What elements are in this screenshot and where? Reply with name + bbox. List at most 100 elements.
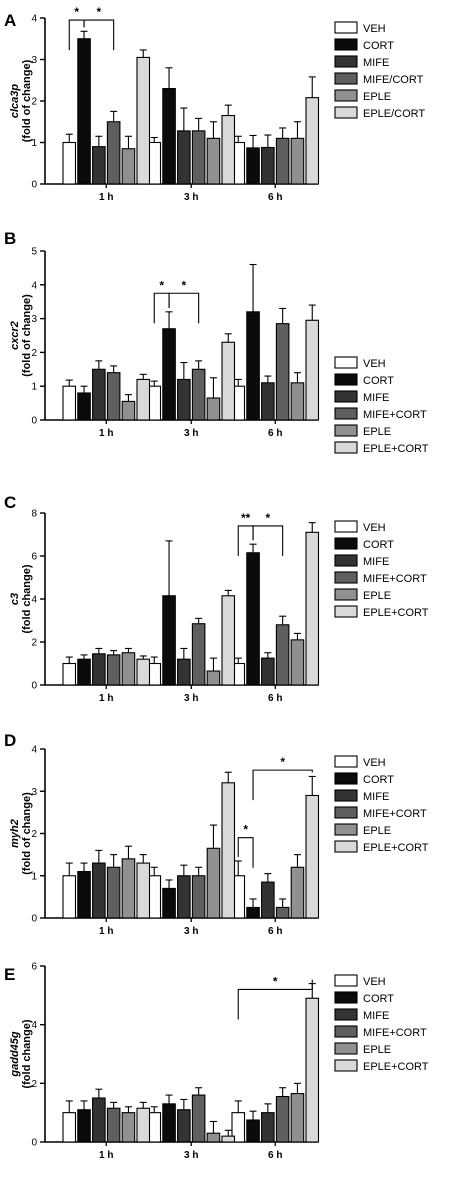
- panel-e-significance-bracket: [237, 979, 313, 1020]
- panel-e-bar: [221, 1135, 236, 1143]
- panel-a-legend-label: CORT: [363, 40, 394, 52]
- panel-c-legend-label: EPLE: [363, 590, 391, 602]
- panel-c-bar: [275, 624, 290, 686]
- panel-b-ytick-label: 0: [31, 416, 37, 427]
- panel-e-category-label: 3 h: [184, 1150, 198, 1161]
- panel-a-category-label: 3 h: [184, 192, 198, 203]
- panel-b-category-label: 3 h: [184, 428, 198, 439]
- panel-e-bar: [62, 1112, 77, 1143]
- panel-a-bar: [206, 137, 221, 185]
- panel-d-bar: [106, 866, 121, 919]
- panel-b-significance-label: *: [182, 278, 187, 292]
- panel-e-bar: [261, 1112, 275, 1143]
- panel-c-bar: [62, 662, 77, 686]
- panel-b-legend-label: VEH: [363, 358, 386, 370]
- panel-e-category-label: 6 h: [268, 1150, 282, 1161]
- panel-b-ylabel-unit: (fold of change): [21, 294, 33, 377]
- panel-e-legend-swatch: [334, 1008, 358, 1021]
- panel-d-legend-label: MIFE: [363, 791, 389, 803]
- panel-e-legend-swatch: [334, 991, 358, 1004]
- panel-d-significance-bracket: [237, 837, 254, 868]
- panel-d-bar: [261, 881, 275, 919]
- panel-c-ytick-label: 4: [31, 595, 37, 606]
- panel-d-bar: [136, 862, 151, 919]
- panel-c-bar: [221, 595, 236, 686]
- panel-b-bar: [136, 378, 151, 421]
- panel-a-bar: [121, 148, 136, 185]
- panel-a-legend-swatch: [334, 106, 358, 119]
- panel-a-ytick-label: 1: [31, 138, 37, 149]
- panel-e-legend-label: MIFE+CORT: [363, 1027, 427, 1039]
- panel-d-letter: D: [4, 731, 16, 750]
- panel-d-legend-swatch: [334, 755, 358, 768]
- panel-c-bar: [261, 657, 275, 686]
- panel-e-bar: [77, 1109, 91, 1143]
- panel-b-bar: [246, 311, 260, 421]
- panel-b-legend-label: MIFE+CORT: [363, 409, 427, 421]
- panel-b-bar: [177, 378, 191, 421]
- panel-c-ytick-label: 8: [31, 509, 37, 520]
- panel-c-ytick-label: 2: [31, 638, 37, 649]
- panel-e-category-label: 1 h: [99, 1150, 113, 1161]
- panel-c-ytick-label: 0: [31, 681, 37, 692]
- panel-b-legend-swatch: [334, 373, 358, 386]
- panel-c-legend-label: CORT: [363, 539, 394, 551]
- panel-d-bar: [121, 858, 136, 919]
- panel-d-legend-label: EPLE: [363, 825, 391, 837]
- panel-b-bar: [92, 368, 106, 421]
- panel-a-category-label: 1 h: [99, 192, 113, 203]
- panel-a-legend-label: EPLE/CORT: [363, 108, 425, 120]
- panel-b-ylabel-gene: cxcr2: [9, 321, 21, 350]
- panel-b-legend-swatch: [334, 424, 358, 437]
- panel-c-letter: C: [4, 493, 16, 512]
- panel-e-letter: E: [4, 965, 15, 984]
- panel-b-ytick-label: 2: [31, 348, 37, 359]
- panel-d-bar: [305, 794, 320, 919]
- panel-e-bar: [162, 1103, 176, 1143]
- panel-a-bar: [62, 141, 77, 185]
- panel-e-ytick-label: 6: [31, 962, 37, 973]
- panel-c-legend-label: MIFE+CORT: [363, 573, 427, 585]
- panel-a-bar: [246, 147, 260, 185]
- panel-d-legend-swatch: [334, 823, 358, 836]
- panel-d-category-label: 1 h: [99, 926, 113, 937]
- panel-c-legend-swatch: [334, 554, 358, 567]
- panel-a-ytick-label: 0: [31, 180, 37, 191]
- panel-a-ytick-label: 2: [31, 97, 37, 108]
- panel-a-legend-swatch: [334, 89, 358, 102]
- panel-e-bar: [121, 1112, 136, 1143]
- panel-c-bar: [206, 670, 221, 686]
- panel-d-legend-label: VEH: [363, 757, 386, 769]
- panel-d-bar: [221, 782, 236, 919]
- panel-d-category-label: 3 h: [184, 926, 198, 937]
- panel-c-category-label: 3 h: [184, 693, 198, 704]
- panel-d-ytick-label: 1: [31, 871, 37, 882]
- panel-e-ylabel-unit: (fold change): [21, 1019, 33, 1088]
- panel-b-letter: B: [4, 229, 16, 248]
- panel-d-bar: [92, 862, 106, 919]
- panel-b-ytick-label: 3: [31, 314, 37, 325]
- panel-b-legend-label: EPLE+CORT: [363, 443, 429, 455]
- panel-e-legend-label: EPLE: [363, 1044, 391, 1056]
- panel-a-ytick-label: 3: [31, 55, 37, 66]
- panel-b-category-label: 1 h: [99, 428, 113, 439]
- panel-c-bar: [162, 595, 176, 686]
- panel-c-legend-swatch: [334, 605, 358, 618]
- panel-c-bar: [290, 639, 305, 686]
- panel-d-ylabel-gene: myh2: [9, 819, 21, 848]
- panel-b-legend-swatch: [334, 441, 358, 454]
- panel-d-legend-swatch: [334, 806, 358, 819]
- panel-b-legend-label: EPLE: [363, 426, 391, 438]
- panel-b-bar: [221, 341, 236, 421]
- panel-a-ylabel-unit: (fold of change): [21, 59, 33, 142]
- panel-e-legend-swatch: [334, 1042, 358, 1055]
- panel-d-ytick-label: 3: [31, 787, 37, 798]
- panel-b-significance-bracket: [153, 292, 170, 324]
- panel-d-bar: [162, 887, 176, 919]
- panel-b-bar: [162, 328, 176, 421]
- panel-c-legend-swatch: [334, 520, 358, 533]
- panel-c-legend-swatch: [334, 571, 358, 584]
- panel-a-ytick-label: 4: [31, 14, 37, 25]
- panel-b-ytick-label: 4: [31, 280, 37, 291]
- panel-c-legend-label: VEH: [363, 522, 386, 534]
